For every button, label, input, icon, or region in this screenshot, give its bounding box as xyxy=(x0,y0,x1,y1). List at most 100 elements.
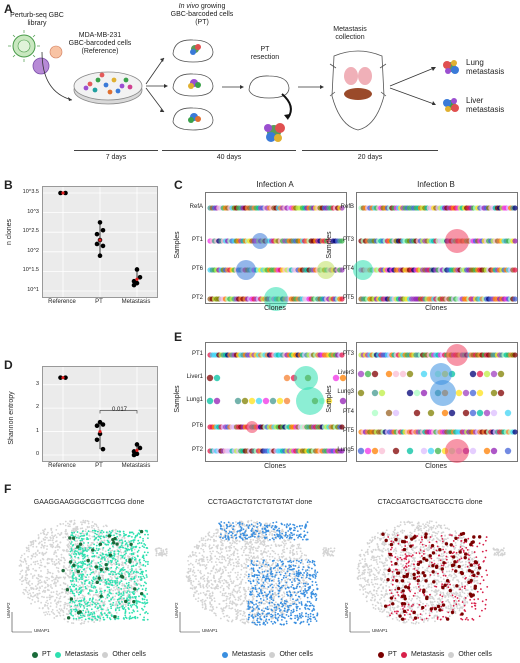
cell-other xyxy=(44,590,47,592)
cell-other xyxy=(20,556,22,559)
cell-other xyxy=(47,589,49,592)
cell-other xyxy=(280,580,283,583)
cell-other xyxy=(111,577,113,579)
cell-other xyxy=(60,553,63,556)
cell-other xyxy=(36,554,38,556)
cell-metastasis xyxy=(83,597,86,600)
cell-other xyxy=(221,585,223,587)
cell-metastasis xyxy=(103,612,106,615)
cell-metastasis xyxy=(110,531,113,534)
cell-other xyxy=(32,545,35,548)
cell-metastasis xyxy=(143,543,146,545)
cell-other xyxy=(274,561,277,564)
cell-other xyxy=(107,559,109,562)
cell-other xyxy=(189,587,192,590)
cell-other xyxy=(82,544,84,547)
cell-pt xyxy=(95,580,99,585)
timeline-bar-1 xyxy=(74,150,158,151)
cell-other xyxy=(265,522,268,525)
cell-metastasis xyxy=(128,596,130,598)
cell-other xyxy=(199,599,202,602)
cell-metastasis xyxy=(258,613,261,616)
cell-metastasis xyxy=(143,577,146,579)
cell-other xyxy=(22,591,25,594)
cell-other xyxy=(55,555,58,557)
cell-other xyxy=(226,540,229,542)
cell-other xyxy=(229,563,232,566)
cell-other xyxy=(30,595,33,598)
cell-other xyxy=(93,621,96,623)
cell-other xyxy=(99,551,102,554)
cell-metastasis xyxy=(80,562,83,565)
cell-other xyxy=(201,575,204,578)
cell-other xyxy=(243,618,245,621)
cell-metastasis xyxy=(111,554,114,557)
cell-other xyxy=(203,560,205,563)
cell-other xyxy=(64,576,67,579)
cell-metastasis xyxy=(115,577,118,580)
cell-other xyxy=(223,565,225,568)
cell-other xyxy=(47,610,50,613)
cell-other xyxy=(203,600,206,603)
cell-other xyxy=(244,592,247,595)
cell-other xyxy=(37,580,40,583)
cell-metastasis xyxy=(91,598,94,601)
cell-metastasis xyxy=(81,589,83,591)
cell-metastasis xyxy=(133,556,136,559)
cell-other xyxy=(115,585,118,588)
cell-other xyxy=(37,582,40,585)
cell-metastasis xyxy=(140,577,143,580)
cell-metastasis xyxy=(126,590,129,593)
clone-dot xyxy=(476,370,484,378)
cell-other xyxy=(127,570,129,573)
cell-metastasis xyxy=(146,599,148,601)
cell-metastasis xyxy=(115,592,118,595)
cell-other xyxy=(31,598,34,601)
xtick-label: Reference xyxy=(48,299,76,305)
cell-metastasis xyxy=(95,603,97,606)
cell-metastasis xyxy=(79,565,82,568)
cell-other xyxy=(136,579,139,582)
cell-metastasis xyxy=(128,594,131,597)
cell-metastasis xyxy=(70,583,73,586)
cell-metastasis xyxy=(72,535,74,537)
cell-metastasis xyxy=(71,580,74,583)
cell-other xyxy=(116,555,119,558)
cell-metastasis xyxy=(130,540,133,542)
cell-other xyxy=(234,571,237,574)
c-infection-a-clones xyxy=(207,205,345,311)
cell-other xyxy=(131,587,133,590)
cell-other xyxy=(74,560,76,562)
row-label-liver1: Liver1 xyxy=(186,374,203,380)
cell-other xyxy=(32,540,35,542)
cell-other xyxy=(205,585,208,588)
cell-other xyxy=(246,577,249,580)
cell-metastasis xyxy=(108,591,111,593)
cell-other xyxy=(97,599,99,602)
cell-other xyxy=(104,550,107,553)
cell-other xyxy=(202,537,205,540)
lung-met-label: Lung metastasis xyxy=(466,58,518,76)
cell-metastasis xyxy=(131,604,134,606)
cell-other xyxy=(249,538,252,541)
data-point xyxy=(100,227,106,233)
clone-dot xyxy=(483,409,491,417)
cell-other xyxy=(106,607,109,609)
cell-other xyxy=(44,528,47,531)
cell-other xyxy=(72,530,75,533)
cell-other xyxy=(227,545,230,548)
cell-other xyxy=(282,530,285,533)
cell-other xyxy=(210,561,213,563)
cell-other xyxy=(62,556,65,559)
cell-other xyxy=(65,607,68,610)
cell-metastasis xyxy=(78,604,81,606)
ytick-label: 10^1 xyxy=(27,287,39,293)
cell-other xyxy=(286,584,288,587)
cell-other xyxy=(119,548,122,551)
cell-metastasis xyxy=(81,573,84,576)
cell-pt xyxy=(78,610,82,614)
cell-other xyxy=(195,555,198,558)
cell-other xyxy=(114,595,117,598)
cell-other xyxy=(98,587,101,590)
cell-other xyxy=(98,592,101,595)
